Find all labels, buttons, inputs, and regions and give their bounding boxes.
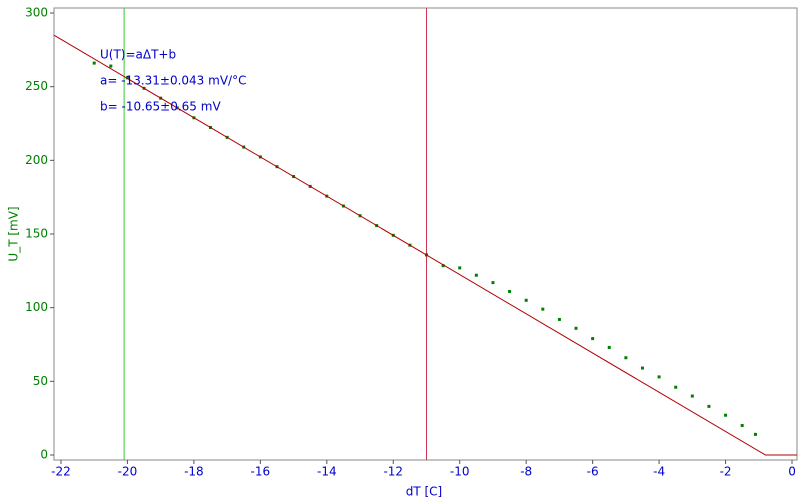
data-point — [109, 64, 113, 68]
x-tick-label: -20 — [118, 465, 138, 479]
y-tick-label: 0 — [40, 447, 48, 461]
data-point — [458, 266, 462, 270]
fit-annotation: a= -13.31±0.043 mV/°C — [100, 74, 246, 88]
data-point — [607, 345, 611, 349]
y-tick-label: 250 — [25, 79, 48, 93]
data-point — [753, 432, 757, 436]
fit-annotation: U(T)=aΔT+b — [100, 48, 176, 62]
y-tick-label: 200 — [25, 153, 48, 167]
y-tick-label: 150 — [25, 227, 48, 241]
x-axis-label: dT [C] — [406, 485, 443, 499]
data-point — [740, 424, 744, 428]
data-point — [707, 404, 711, 408]
data-point — [574, 326, 578, 330]
data-point — [690, 394, 694, 398]
x-tick-label: -2 — [720, 465, 732, 479]
data-point — [674, 385, 678, 389]
x-tick-label: -6 — [587, 465, 599, 479]
data-point — [474, 273, 478, 277]
x-tick-label: -10 — [450, 465, 470, 479]
data-point — [508, 289, 512, 293]
data-point — [640, 366, 644, 370]
data-point — [657, 375, 661, 379]
data-point — [125, 76, 129, 80]
fit-annotation: b= -10.65±0.65 mV — [100, 100, 221, 114]
data-point — [491, 281, 495, 285]
y-tick-label: 50 — [33, 374, 48, 388]
x-tick-label: -8 — [520, 465, 532, 479]
x-tick-label: -4 — [653, 465, 665, 479]
y-axis-label: U_T [mV] — [7, 206, 21, 261]
x-tick-label: -14 — [317, 465, 337, 479]
x-tick-label: -22 — [51, 465, 71, 479]
data-point — [557, 317, 561, 321]
data-point — [724, 413, 728, 417]
data-point — [441, 264, 445, 268]
data-point — [524, 298, 528, 302]
data-point — [541, 307, 545, 311]
data-point — [624, 356, 628, 360]
data-point — [591, 337, 595, 341]
y-tick-label: 100 — [25, 300, 48, 314]
data-point — [92, 61, 96, 65]
x-tick-label: -16 — [251, 465, 271, 479]
y-tick-label: 300 — [25, 6, 48, 20]
x-tick-label: -12 — [383, 465, 403, 479]
x-tick-label: 0 — [788, 465, 796, 479]
fit-line — [53, 34, 797, 456]
x-tick-label: -18 — [184, 465, 204, 479]
